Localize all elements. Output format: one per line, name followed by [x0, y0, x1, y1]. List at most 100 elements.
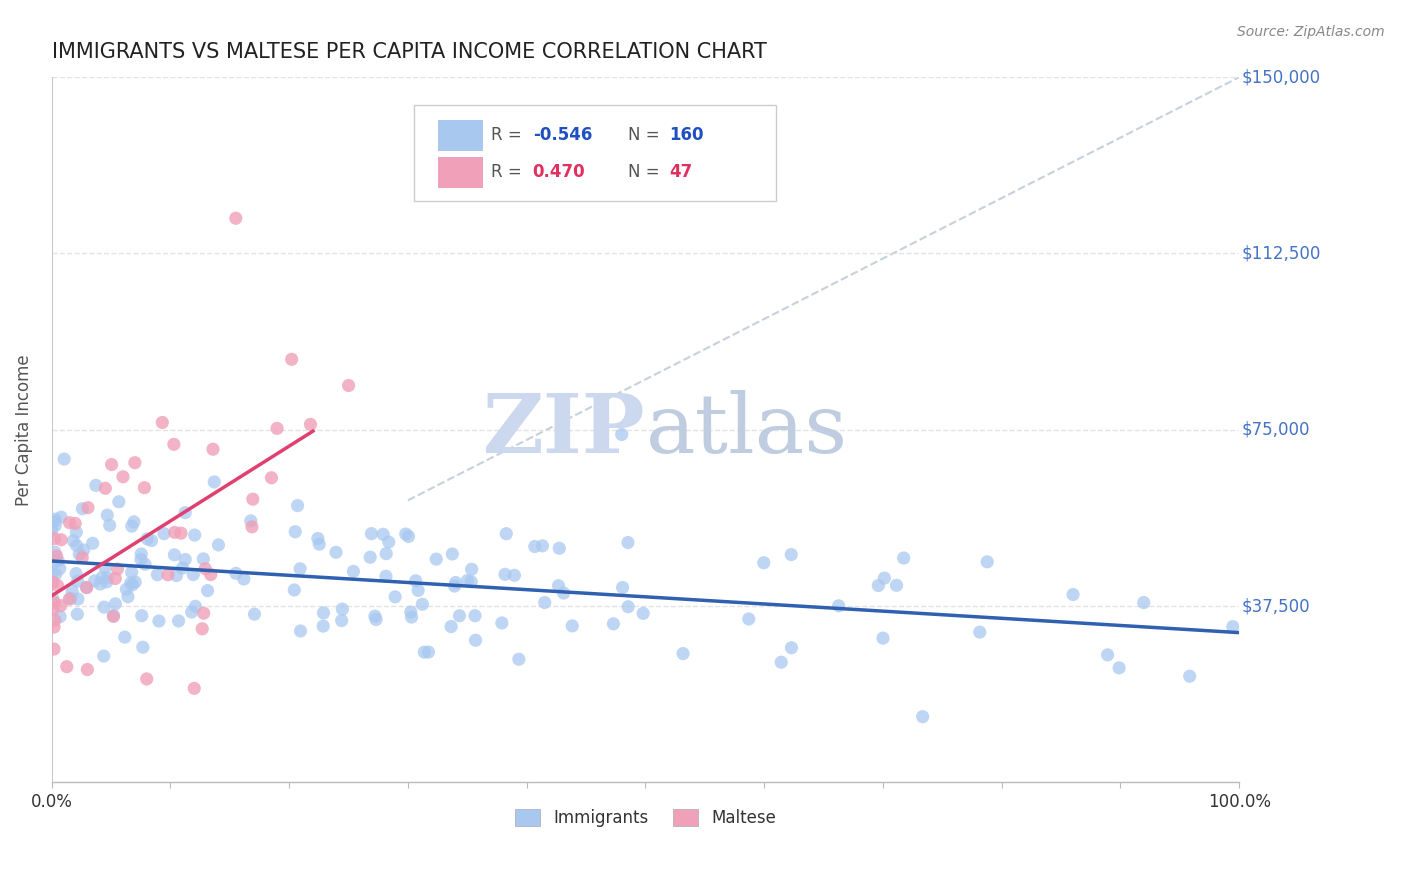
Point	[66, 607, 89, 622]
Point	[266, 421, 288, 435]
Point	[91, 570, 114, 584]
Point	[225, 566, 247, 581]
Point	[548, 541, 571, 556]
Point	[66, 574, 89, 589]
Point	[240, 520, 263, 534]
Point	[239, 514, 262, 528]
Point	[207, 538, 229, 552]
Point	[183, 528, 205, 542]
Point	[42, 556, 65, 570]
Point	[503, 568, 526, 582]
Point	[610, 427, 633, 442]
Point	[93, 648, 115, 663]
Point	[183, 567, 205, 582]
Text: $150,000: $150,000	[1241, 68, 1320, 87]
Point	[411, 597, 433, 611]
Text: R =: R =	[491, 163, 527, 181]
Point	[72, 550, 94, 565]
Point	[83, 574, 105, 588]
Point	[98, 518, 121, 533]
Point	[153, 526, 176, 541]
Point	[124, 456, 146, 470]
Text: atlas: atlas	[645, 390, 848, 470]
Point	[364, 612, 387, 626]
Point	[405, 574, 427, 588]
Point	[1132, 595, 1154, 609]
Point	[325, 545, 347, 559]
Point	[440, 619, 463, 633]
Point	[94, 560, 117, 574]
Point	[45, 549, 67, 563]
Point	[312, 619, 335, 633]
Text: IMMIGRANTS VS MALTESE PER CAPITA INCOME CORRELATION CHART: IMMIGRANTS VS MALTESE PER CAPITA INCOME …	[52, 42, 766, 62]
Text: N =: N =	[627, 126, 665, 144]
Text: 0.470: 0.470	[533, 163, 585, 181]
Point	[44, 512, 66, 526]
Point	[1097, 648, 1119, 662]
Point	[104, 597, 127, 611]
Point	[374, 569, 396, 583]
Point	[373, 527, 395, 541]
Point	[976, 555, 998, 569]
Point	[873, 571, 896, 585]
Point	[44, 596, 66, 610]
Point	[1222, 619, 1244, 633]
Point	[752, 556, 775, 570]
Point	[260, 471, 283, 485]
Point	[49, 609, 72, 624]
Point	[132, 640, 155, 655]
Point	[425, 552, 447, 566]
Point	[174, 552, 197, 566]
Point	[44, 613, 66, 627]
Point	[67, 547, 90, 561]
Point	[770, 655, 793, 669]
Point	[523, 540, 546, 554]
Point	[49, 510, 72, 524]
Point	[444, 575, 467, 590]
Point	[1062, 588, 1084, 602]
Point	[969, 625, 991, 640]
Point	[872, 631, 894, 645]
Point	[307, 532, 329, 546]
Point	[76, 663, 98, 677]
Point	[378, 535, 401, 549]
Point	[364, 609, 387, 624]
Point	[131, 608, 153, 623]
Point	[42, 642, 65, 657]
Point	[66, 592, 89, 607]
Point	[398, 529, 420, 543]
Point	[42, 620, 65, 634]
Y-axis label: Per Capita Income: Per Capita Income	[15, 354, 32, 506]
Legend: Immigrants, Maltese: Immigrants, Maltese	[508, 803, 783, 834]
Point	[141, 533, 163, 548]
Text: 160: 160	[669, 126, 703, 144]
Text: R =: R =	[491, 126, 527, 144]
Point	[156, 567, 179, 582]
Point	[65, 525, 87, 540]
Point	[42, 592, 65, 607]
Point	[104, 572, 127, 586]
Point	[84, 478, 107, 492]
Point	[494, 567, 516, 582]
Point	[44, 518, 66, 533]
Point	[108, 495, 131, 509]
Point	[46, 578, 69, 592]
Point	[242, 492, 264, 507]
Point	[197, 583, 219, 598]
Point	[332, 602, 354, 616]
Point	[163, 548, 186, 562]
Point	[96, 574, 118, 589]
Point	[602, 616, 624, 631]
Point	[42, 602, 65, 616]
Point	[49, 599, 72, 613]
Point	[200, 567, 222, 582]
Point	[359, 550, 381, 565]
Point	[384, 590, 406, 604]
Point	[96, 571, 118, 585]
Point	[290, 624, 312, 638]
Point	[460, 562, 482, 576]
Point	[44, 532, 66, 546]
FancyBboxPatch shape	[437, 120, 482, 151]
Point	[163, 525, 186, 540]
Text: $75,000: $75,000	[1241, 421, 1310, 439]
